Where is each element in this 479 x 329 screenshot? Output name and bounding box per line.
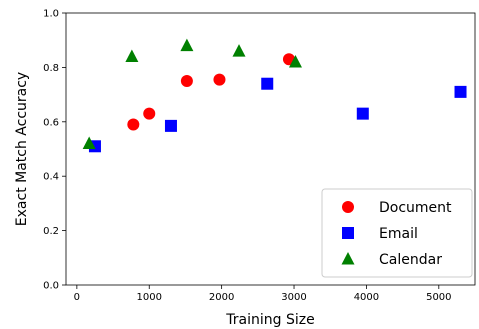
y-tick-label: 1.0 — [43, 9, 59, 20]
calendar-data-point — [180, 38, 194, 52]
document-data-point — [213, 73, 226, 86]
calendar-data-point — [288, 54, 302, 68]
axes: 0 1000 2000 3000 4000 5000 0.0 0.2 0.4 0.6 0.8 1.0 — [43, 9, 476, 303]
legend-calendar-marker — [341, 252, 355, 265]
email-data-point — [356, 107, 369, 120]
document-data-point — [127, 118, 140, 131]
x-tick-label: 1000 — [137, 292, 162, 303]
x-axis-label: Training Size — [225, 312, 314, 328]
calendar-data-point — [125, 49, 139, 63]
calendar-data-point — [232, 44, 246, 57]
plot-frame — [65, 12, 476, 286]
x-tick-label: 0 — [74, 292, 80, 303]
document-data-point — [180, 75, 193, 87]
y-tick-label: 0.8 — [43, 63, 59, 74]
y-tick-label: 0.0 — [43, 281, 59, 292]
legend-calendar-label: Calendar — [379, 252, 442, 268]
x-tick-label: 2000 — [209, 292, 234, 303]
legend-email-marker — [342, 227, 354, 239]
legend-frame — [321, 188, 473, 278]
calendar-data-point — [82, 136, 96, 150]
x-tick-label: 3000 — [281, 292, 306, 303]
y-tick-label: 0.2 — [43, 226, 59, 237]
legend: Document Email Calendar — [321, 188, 473, 278]
y-tick-label: 0.6 — [43, 117, 59, 128]
email-data-point — [261, 77, 274, 90]
legend-email-label: Email — [379, 226, 418, 242]
legend-document-label: Document — [379, 200, 452, 216]
email-data-point — [454, 85, 467, 98]
data-points — [82, 38, 467, 153]
x-tick-label: 4000 — [354, 292, 379, 303]
email-data-point — [164, 119, 177, 132]
y-tick-label: 0.4 — [43, 172, 59, 183]
y-axis-label: Exact Match Accuracy — [14, 72, 30, 226]
x-tick-label: 5000 — [426, 292, 451, 303]
document-data-point — [143, 107, 156, 120]
legend-document-marker — [342, 201, 354, 213]
